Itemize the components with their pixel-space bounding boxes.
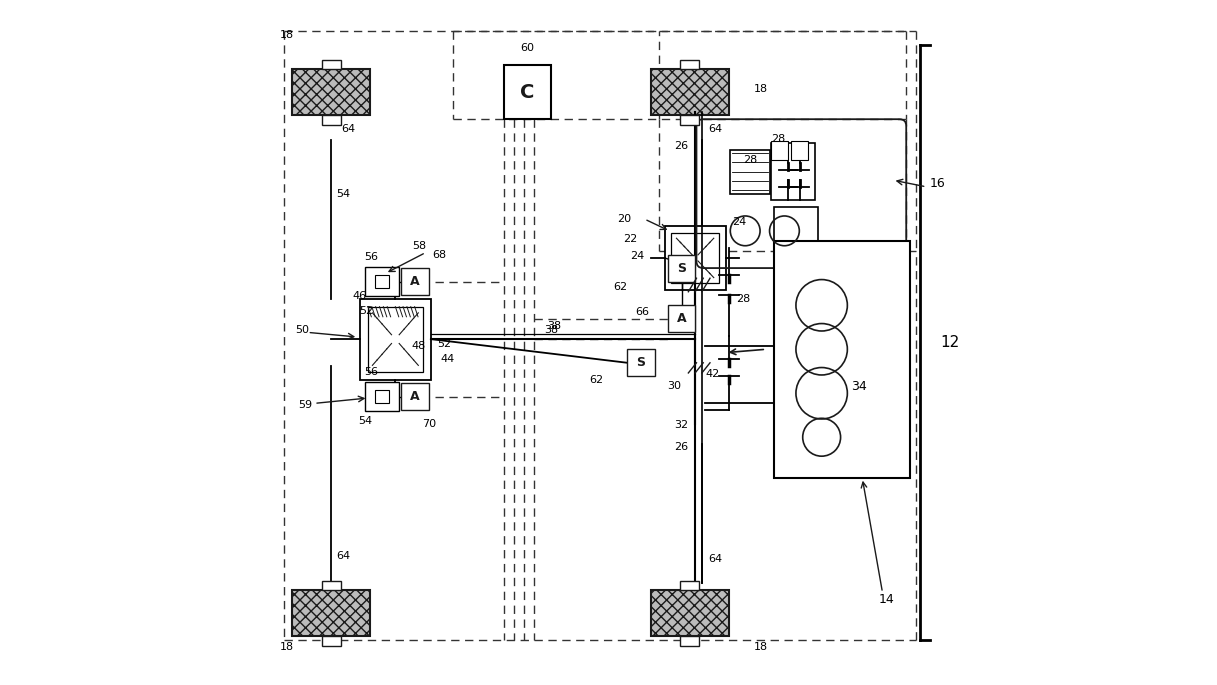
Bar xyxy=(680,60,700,69)
Bar xyxy=(628,349,655,376)
Text: 56: 56 xyxy=(365,252,378,262)
Bar xyxy=(664,226,725,290)
Text: 22: 22 xyxy=(623,234,638,245)
Bar xyxy=(680,581,700,590)
Bar xyxy=(730,149,769,194)
Text: 24: 24 xyxy=(733,217,746,227)
Text: 14: 14 xyxy=(879,593,894,606)
Text: 64: 64 xyxy=(708,125,723,134)
Text: 44: 44 xyxy=(441,354,455,364)
Bar xyxy=(651,69,729,115)
Text: 32: 32 xyxy=(674,420,689,430)
Bar xyxy=(770,141,787,160)
Text: 18: 18 xyxy=(280,29,295,40)
Text: 64: 64 xyxy=(708,554,723,564)
Text: S: S xyxy=(636,356,645,369)
Bar xyxy=(365,267,399,296)
Bar xyxy=(668,255,695,282)
Text: 59: 59 xyxy=(298,400,313,410)
Text: 62: 62 xyxy=(590,375,604,385)
Text: 70: 70 xyxy=(422,419,436,429)
Text: C: C xyxy=(520,83,534,101)
Bar xyxy=(368,307,422,371)
Text: 50: 50 xyxy=(296,325,309,336)
Text: 28: 28 xyxy=(744,155,758,165)
Bar xyxy=(321,581,341,590)
Text: 38: 38 xyxy=(548,321,561,331)
Text: 52: 52 xyxy=(438,339,452,349)
Text: 52: 52 xyxy=(359,306,374,316)
Text: 58: 58 xyxy=(413,241,426,251)
Bar xyxy=(360,299,431,379)
Text: 64: 64 xyxy=(341,125,355,134)
Text: 68: 68 xyxy=(432,249,447,260)
Text: 28: 28 xyxy=(770,134,785,145)
Text: 56: 56 xyxy=(365,367,378,377)
Bar xyxy=(365,382,399,411)
Text: 12: 12 xyxy=(940,335,959,350)
Text: S: S xyxy=(677,262,686,275)
Bar xyxy=(680,115,700,125)
Text: A: A xyxy=(410,275,420,288)
Bar xyxy=(321,60,341,69)
Text: 30: 30 xyxy=(668,382,682,392)
Bar xyxy=(672,232,719,284)
Bar xyxy=(321,636,341,646)
Text: 38: 38 xyxy=(544,325,559,336)
Text: 54: 54 xyxy=(336,188,350,199)
Text: A: A xyxy=(677,312,686,325)
Bar xyxy=(680,636,700,646)
Text: 26: 26 xyxy=(674,141,689,151)
Text: 46: 46 xyxy=(353,292,368,301)
Bar xyxy=(791,141,808,160)
Text: 26: 26 xyxy=(674,443,689,452)
Text: 18: 18 xyxy=(755,84,768,94)
Text: 18: 18 xyxy=(280,642,295,652)
Text: A: A xyxy=(410,390,420,403)
Text: 64: 64 xyxy=(336,551,350,560)
Bar xyxy=(668,306,695,332)
Bar xyxy=(402,268,428,295)
Text: 48: 48 xyxy=(411,341,426,351)
Text: 20: 20 xyxy=(617,214,630,224)
Text: 18: 18 xyxy=(755,642,768,652)
Bar xyxy=(504,65,551,119)
Bar xyxy=(321,115,341,125)
Bar xyxy=(651,590,729,636)
Text: 42: 42 xyxy=(706,369,719,379)
Bar xyxy=(402,383,428,410)
Text: 16: 16 xyxy=(930,177,946,190)
Text: 34: 34 xyxy=(851,380,867,393)
Bar xyxy=(770,143,815,201)
Bar xyxy=(292,69,370,115)
Bar xyxy=(774,207,818,245)
Text: 62: 62 xyxy=(613,282,628,292)
Text: 60: 60 xyxy=(521,43,534,53)
Bar xyxy=(375,390,388,403)
Bar xyxy=(774,241,909,478)
Bar xyxy=(375,275,388,288)
Text: 24: 24 xyxy=(630,251,644,261)
Text: 28: 28 xyxy=(736,293,750,303)
Text: 66: 66 xyxy=(635,307,649,317)
Bar xyxy=(292,590,370,636)
Text: 54: 54 xyxy=(358,416,372,426)
